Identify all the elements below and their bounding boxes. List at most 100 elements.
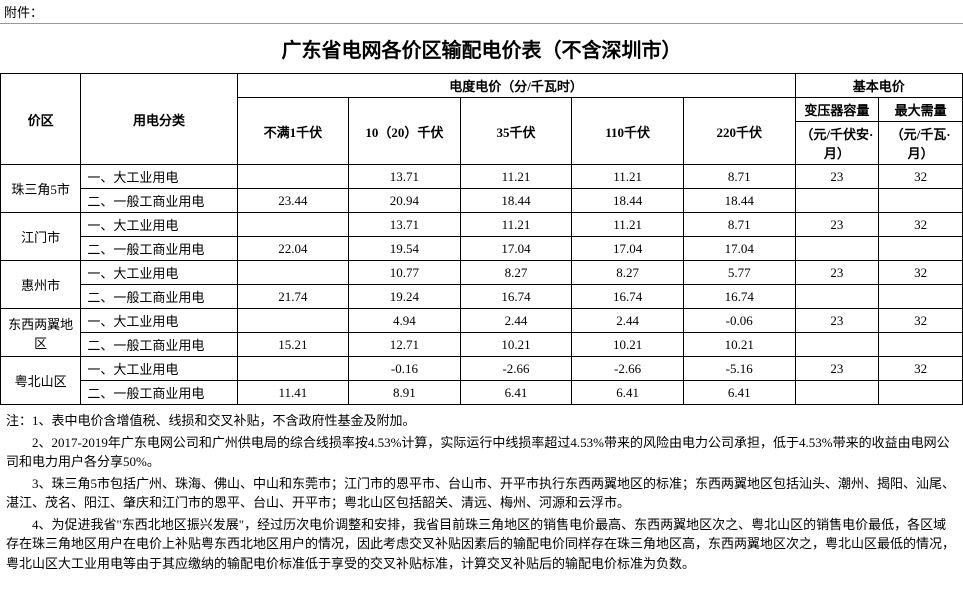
category-cell: 一、大工业用电: [81, 261, 237, 285]
value-cell: 10.77: [349, 261, 461, 285]
category-cell: 二、一般工商业用电: [81, 237, 237, 261]
value-cell: 6.41: [683, 381, 795, 405]
price-table: 价区 用电分类 电度电价（分/千瓦时） 基本电价 不满1千伏 10（20）千伏 …: [0, 73, 963, 405]
header-voltage-1: 10（20）千伏: [349, 98, 461, 165]
category-cell: 一、大工业用电: [81, 165, 237, 189]
basic-cell: [795, 189, 879, 213]
value-cell: 2.44: [572, 309, 684, 333]
header-transformer-unit: （元/千伏安·月）: [795, 122, 879, 165]
basic-cell: 32: [879, 213, 963, 237]
value-cell: 10.21: [572, 333, 684, 357]
value-cell: 15.21: [237, 333, 349, 357]
value-cell: -0.16: [349, 357, 461, 381]
header-voltage-4: 220千伏: [683, 98, 795, 165]
header-transformer: 变压器容量: [795, 98, 879, 122]
value-cell: 6.41: [460, 381, 572, 405]
basic-cell: 32: [879, 309, 963, 333]
header-voltage-2: 35千伏: [460, 98, 572, 165]
value-cell: 16.74: [460, 285, 572, 309]
value-cell: 11.21: [572, 213, 684, 237]
table-row: 江门市一、大工业用电13.7111.2111.218.712332: [1, 213, 963, 237]
table-row: 粤北山区一、大工业用电-0.16-2.66-2.66-5.162332: [1, 357, 963, 381]
basic-cell: [879, 333, 963, 357]
value-cell: [237, 213, 349, 237]
value-cell: 13.71: [349, 165, 461, 189]
value-cell: -5.16: [683, 357, 795, 381]
value-cell: [237, 357, 349, 381]
basic-cell: [795, 381, 879, 405]
note-paragraph: 4、为促进我省"东西北地区振兴发展"，经过历次电价调整和安排，我省目前珠三角地区…: [6, 515, 957, 574]
header-voltage-0: 不满1千伏: [237, 98, 349, 165]
category-cell: 一、大工业用电: [81, 309, 237, 333]
value-cell: 11.21: [460, 213, 572, 237]
category-cell: 二、一般工商业用电: [81, 189, 237, 213]
header-region: 价区: [1, 74, 81, 165]
value-cell: 6.41: [572, 381, 684, 405]
table-row: 二、一般工商业用电15.2112.7110.2110.2110.21: [1, 333, 963, 357]
note-paragraph: 3、珠三角5市包括广州、珠海、佛山、中山和东莞市；江门市的恩平市、台山市、开平市…: [6, 474, 957, 513]
basic-cell: [795, 237, 879, 261]
value-cell: 18.44: [683, 189, 795, 213]
value-cell: 11.21: [572, 165, 684, 189]
value-cell: -0.06: [683, 309, 795, 333]
value-cell: 2.44: [460, 309, 572, 333]
value-cell: -2.66: [572, 357, 684, 381]
note-paragraph: 注：1、表中电价含增值税、线损和交叉补贴，不含政府性基金及附加。: [6, 411, 957, 431]
region-cell: 惠州市: [1, 261, 81, 309]
basic-cell: 23: [795, 309, 879, 333]
value-cell: 8.27: [460, 261, 572, 285]
region-cell: 东西两翼地区: [1, 309, 81, 357]
note-paragraph: 2、2017-2019年广东电网公司和广州供电局的综合线损率按4.53%计算，实…: [6, 433, 957, 472]
value-cell: 8.91: [349, 381, 461, 405]
value-cell: 18.44: [572, 189, 684, 213]
table-row: 东西两翼地区一、大工业用电4.942.442.44-0.062332: [1, 309, 963, 333]
value-cell: 8.71: [683, 165, 795, 189]
value-cell: 20.94: [349, 189, 461, 213]
header-max-demand-unit: （元/千瓦·月）: [879, 122, 963, 165]
basic-cell: [879, 381, 963, 405]
value-cell: -2.66: [460, 357, 572, 381]
value-cell: 11.21: [460, 165, 572, 189]
value-cell: 12.71: [349, 333, 461, 357]
basic-cell: 23: [795, 165, 879, 189]
attachment-label: 附件：: [0, 0, 963, 24]
value-cell: 5.77: [683, 261, 795, 285]
category-cell: 二、一般工商业用电: [81, 381, 237, 405]
table-row: 二、一般工商业用电23.4420.9418.4418.4418.44: [1, 189, 963, 213]
category-cell: 一、大工业用电: [81, 213, 237, 237]
table-row: 二、一般工商业用电21.7419.2416.7416.7416.74: [1, 285, 963, 309]
value-cell: 17.04: [683, 237, 795, 261]
page-title: 广东省电网各价区输配电价表（不含深圳市）: [0, 24, 963, 73]
value-cell: 11.41: [237, 381, 349, 405]
basic-cell: [879, 285, 963, 309]
header-energy-group: 电度电价（分/千瓦时）: [237, 74, 795, 98]
value-cell: 19.24: [349, 285, 461, 309]
basic-cell: 32: [879, 261, 963, 285]
table-body: 珠三角5市一、大工业用电13.7111.2111.218.712332二、一般工…: [1, 165, 963, 405]
table-header: 价区 用电分类 电度电价（分/千瓦时） 基本电价 不满1千伏 10（20）千伏 …: [1, 74, 963, 165]
table-row: 二、一般工商业用电22.0419.5417.0417.0417.04: [1, 237, 963, 261]
value-cell: 10.21: [460, 333, 572, 357]
table-row: 二、一般工商业用电11.418.916.416.416.41: [1, 381, 963, 405]
value-cell: 19.54: [349, 237, 461, 261]
value-cell: [237, 309, 349, 333]
region-cell: 珠三角5市: [1, 165, 81, 213]
basic-cell: 32: [879, 357, 963, 381]
table-row: 珠三角5市一、大工业用电13.7111.2111.218.712332: [1, 165, 963, 189]
basic-cell: 23: [795, 261, 879, 285]
value-cell: 18.44: [460, 189, 572, 213]
value-cell: [237, 261, 349, 285]
notes-section: 注：1、表中电价含增值税、线损和交叉补贴，不含政府性基金及附加。2、2017-2…: [0, 405, 963, 579]
category-cell: 二、一般工商业用电: [81, 285, 237, 309]
header-basic-group: 基本电价: [795, 74, 962, 98]
value-cell: 8.71: [683, 213, 795, 237]
value-cell: 23.44: [237, 189, 349, 213]
value-cell: 13.71: [349, 213, 461, 237]
basic-cell: [795, 333, 879, 357]
value-cell: 16.74: [572, 285, 684, 309]
header-max-demand: 最大需量: [879, 98, 963, 122]
category-cell: 二、一般工商业用电: [81, 333, 237, 357]
value-cell: 4.94: [349, 309, 461, 333]
basic-cell: 23: [795, 357, 879, 381]
region-cell: 粤北山区: [1, 357, 81, 405]
